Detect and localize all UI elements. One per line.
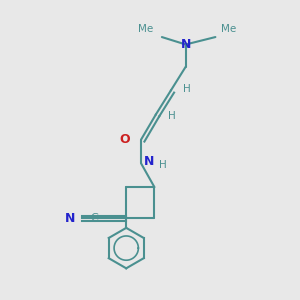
Text: C: C xyxy=(90,213,98,224)
Text: N: N xyxy=(144,155,154,168)
Text: N: N xyxy=(181,38,191,51)
Text: Me: Me xyxy=(138,24,153,34)
Text: O: O xyxy=(119,133,130,146)
Text: H: H xyxy=(159,160,167,170)
Text: N: N xyxy=(65,212,76,225)
Text: H: H xyxy=(183,84,190,94)
Text: Me: Me xyxy=(221,24,237,34)
Text: H: H xyxy=(168,111,176,121)
